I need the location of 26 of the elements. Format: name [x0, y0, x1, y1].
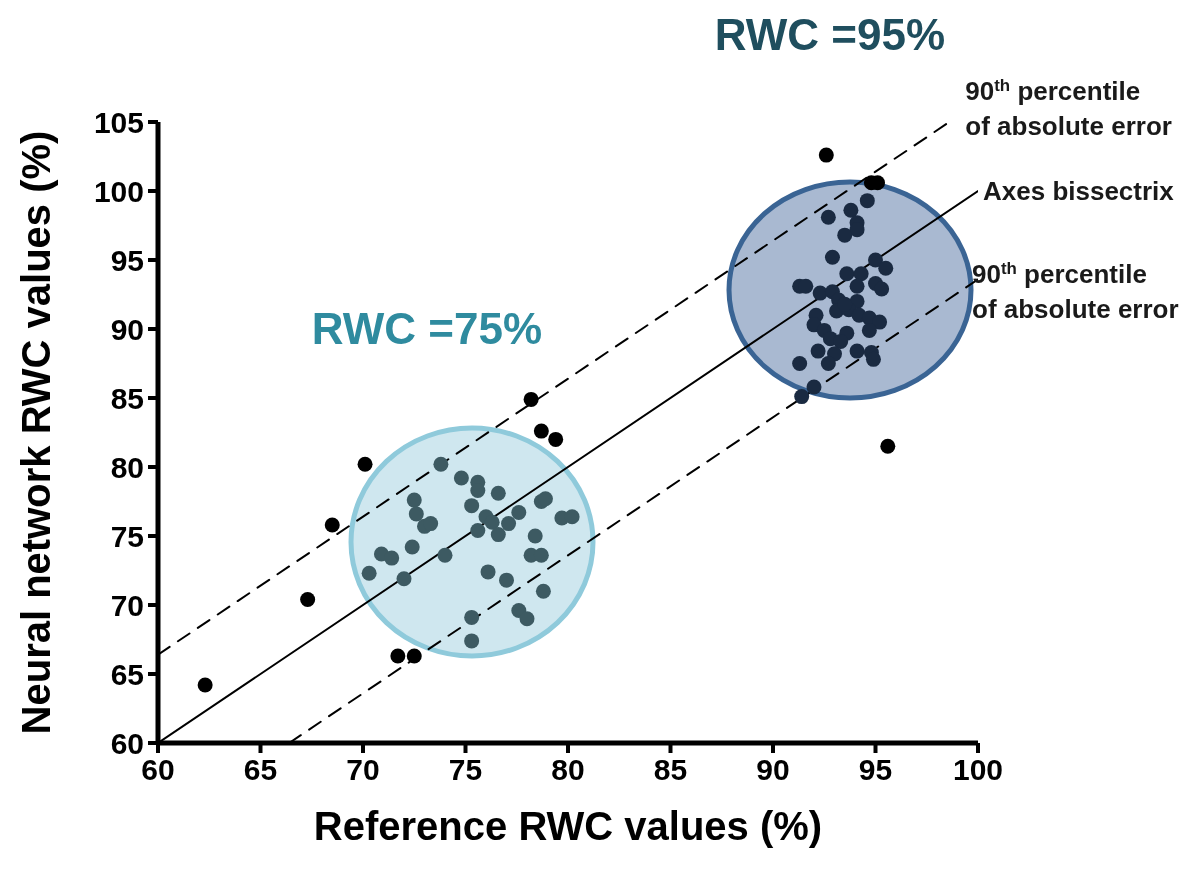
x-axis-title: Reference RWC values (%): [313, 804, 823, 848]
x-tick-label: 85: [653, 753, 688, 787]
x-tick-label: 80: [551, 753, 585, 787]
y-tick-label: 90: [110, 312, 144, 346]
series-label: 90$^{th}$ percentile of absolute error: [972, 258, 1179, 325]
x-tick-label: 95: [858, 753, 893, 787]
text: RWC =95%: [714, 10, 946, 59]
x-tick-label: 90: [756, 753, 790, 787]
y-tick-label: 80: [110, 450, 144, 484]
y-tick-label: 100: [93, 174, 144, 208]
x-tick-label: 75: [448, 753, 483, 787]
x-tick-label: 60: [141, 753, 175, 787]
y-axis-title: Neural network RWC values (%): [14, 130, 58, 735]
series-label: Axes bissectrix: [983, 176, 1175, 206]
y-tick-label: 65: [110, 657, 144, 691]
y-tick-label: 75: [110, 519, 144, 553]
y-tick-label: 60: [110, 726, 144, 760]
y-tick-label: 105: [93, 105, 144, 139]
y-tick-label: 95: [110, 243, 144, 277]
y-tick-label: 85: [110, 381, 144, 415]
x-tick-label: 100: [952, 753, 1004, 787]
series-label: 90$^{th}$ percentile of absolute error: [965, 75, 1172, 141]
x-tick-label: 70: [346, 753, 380, 787]
annotation: RWC =75%: [311, 304, 543, 353]
y-tick-label: 70: [110, 588, 144, 622]
x-tick-label: 65: [243, 753, 278, 787]
